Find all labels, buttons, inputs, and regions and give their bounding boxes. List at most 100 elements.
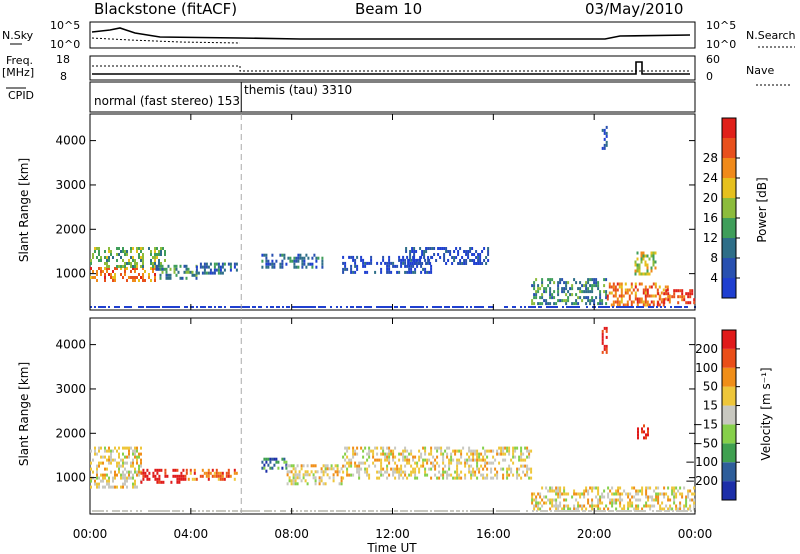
velocity-cell — [640, 510, 642, 512]
velocity-cell — [544, 510, 546, 512]
power-cell — [636, 303, 639, 307]
power-cell — [445, 262, 448, 265]
power-cell — [100, 273, 102, 276]
power-cell — [634, 282, 637, 286]
velocity-cell — [641, 430, 643, 434]
velocity-cell — [217, 474, 220, 478]
velocity-cell — [356, 464, 359, 468]
power-cell — [567, 296, 570, 300]
power-cell — [106, 262, 108, 265]
velocity-cell — [195, 477, 198, 481]
power-cell — [606, 306, 608, 308]
velocity-cell — [563, 504, 566, 508]
power-cell — [300, 306, 302, 308]
velocity-cell — [386, 476, 389, 480]
velocity-cell — [450, 455, 453, 459]
velocity-cell — [573, 504, 576, 508]
velocity-cell — [350, 464, 353, 468]
velocity-cell — [520, 458, 523, 462]
power-cell — [158, 262, 160, 265]
velocity-cell — [673, 498, 676, 502]
velocity-cell — [414, 470, 417, 474]
power-cell — [425, 250, 428, 253]
power-cell — [265, 256, 268, 260]
velocity-cell — [687, 492, 690, 496]
power-cell — [600, 306, 602, 308]
velocity-cell — [356, 446, 359, 450]
velocity-cell — [557, 486, 560, 490]
velocity-cell — [360, 446, 363, 450]
power-cell — [321, 262, 324, 266]
power-cell — [458, 306, 460, 308]
velocity-y-tick-label: 1000 — [55, 471, 86, 485]
velocity-cell — [285, 466, 288, 470]
velocity-cell — [673, 492, 676, 496]
velocity-cell — [565, 504, 568, 508]
velocity-cell — [531, 495, 534, 499]
power-cell — [165, 273, 168, 277]
power-y-tick-label: 3000 — [55, 178, 86, 192]
velocity-cell — [520, 449, 523, 453]
power-cell — [608, 282, 611, 286]
power-cell — [585, 287, 588, 291]
velocity-cell — [358, 467, 361, 471]
velocity-cell — [631, 486, 634, 490]
velocity-cell — [142, 477, 145, 481]
velocity-cell — [386, 510, 388, 512]
power-cell — [642, 300, 645, 304]
power-y-tick-label: 2000 — [55, 222, 86, 236]
power-cell — [605, 131, 608, 135]
power-cell — [295, 259, 298, 263]
velocity-cell — [134, 467, 136, 471]
power-cell — [221, 265, 224, 269]
velocity-cell — [192, 510, 194, 512]
velocity-cell — [555, 492, 558, 496]
velocity-cell — [619, 498, 622, 502]
power-cell — [136, 276, 138, 279]
power-cell — [134, 265, 136, 268]
power-cell — [424, 267, 427, 271]
velocity-cell — [294, 467, 297, 471]
power-cell — [616, 282, 619, 286]
velocity-cell — [211, 468, 214, 472]
power-cell — [136, 262, 138, 265]
velocity-cell — [502, 458, 505, 462]
power-cell — [154, 256, 156, 259]
velocity-cell — [388, 461, 391, 465]
power-cell — [223, 268, 226, 272]
nsky-strip-frame — [89, 21, 696, 49]
power-cell — [571, 293, 574, 297]
power-cell — [434, 306, 436, 308]
velocity-cell — [386, 464, 389, 468]
power-cell — [271, 262, 274, 266]
velocity-cell — [366, 467, 369, 471]
velocity-cell — [535, 501, 538, 505]
power-cell — [299, 253, 302, 257]
power-cell — [605, 293, 608, 297]
velocity-cell — [603, 326, 606, 330]
velocity-cell — [622, 510, 624, 512]
velocity-cell — [436, 510, 438, 512]
velocity-cell — [500, 449, 503, 453]
power-cell — [400, 261, 403, 265]
power-cell — [205, 265, 208, 269]
velocity-cell — [126, 470, 128, 474]
velocity-cell — [290, 470, 293, 474]
velocity-cell — [676, 510, 678, 512]
power-cell — [652, 251, 655, 255]
velocity-cell — [386, 458, 389, 462]
velocity-cell — [438, 470, 441, 474]
velocity-cell — [392, 467, 395, 471]
power-cell — [612, 294, 615, 298]
power-cell — [213, 262, 216, 266]
velocity-cell — [296, 482, 299, 486]
velocity-cell — [446, 470, 449, 474]
power-cell — [504, 306, 506, 308]
power-cell — [648, 285, 651, 289]
power-cell — [414, 270, 417, 274]
power-cell — [221, 271, 224, 275]
power-cell — [650, 285, 653, 289]
velocity-cell — [136, 461, 138, 465]
velocity-cell — [530, 476, 533, 480]
